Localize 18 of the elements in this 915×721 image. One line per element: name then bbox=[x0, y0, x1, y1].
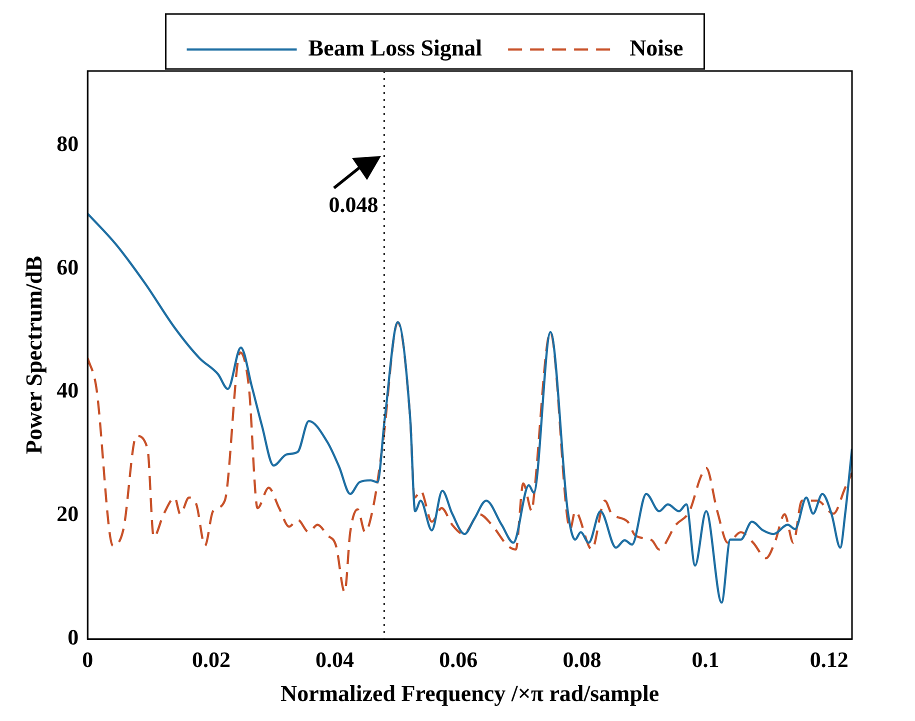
x-tick-label: 0.06 bbox=[439, 646, 478, 672]
x-tick-label: 0.08 bbox=[562, 646, 602, 672]
y-axis-title: Power Spectrum/dB bbox=[22, 256, 47, 454]
line-series bbox=[88, 212, 852, 604]
ref-line-label: 0.048 bbox=[328, 192, 378, 217]
x-tick-label: 0.02 bbox=[192, 646, 230, 672]
line-series bbox=[88, 321, 852, 594]
y-tick-label: 80 bbox=[56, 130, 79, 156]
x-tick-label: 0.12 bbox=[810, 646, 848, 672]
y-tick-label: 20 bbox=[56, 501, 79, 526]
legend-label: Beam Loss Signal bbox=[308, 35, 482, 62]
x-tick-label: 0.1 bbox=[692, 646, 720, 672]
legend-label: Noise bbox=[630, 35, 684, 60]
y-tick-label: 0 bbox=[68, 624, 79, 650]
y-tick-label: 40 bbox=[56, 378, 79, 403]
x-axis-title: Normalized Frequency /×π rad/sample bbox=[280, 681, 660, 706]
x-tick-label: 0.04 bbox=[316, 646, 354, 672]
y-tick-label: 60 bbox=[56, 254, 79, 280]
